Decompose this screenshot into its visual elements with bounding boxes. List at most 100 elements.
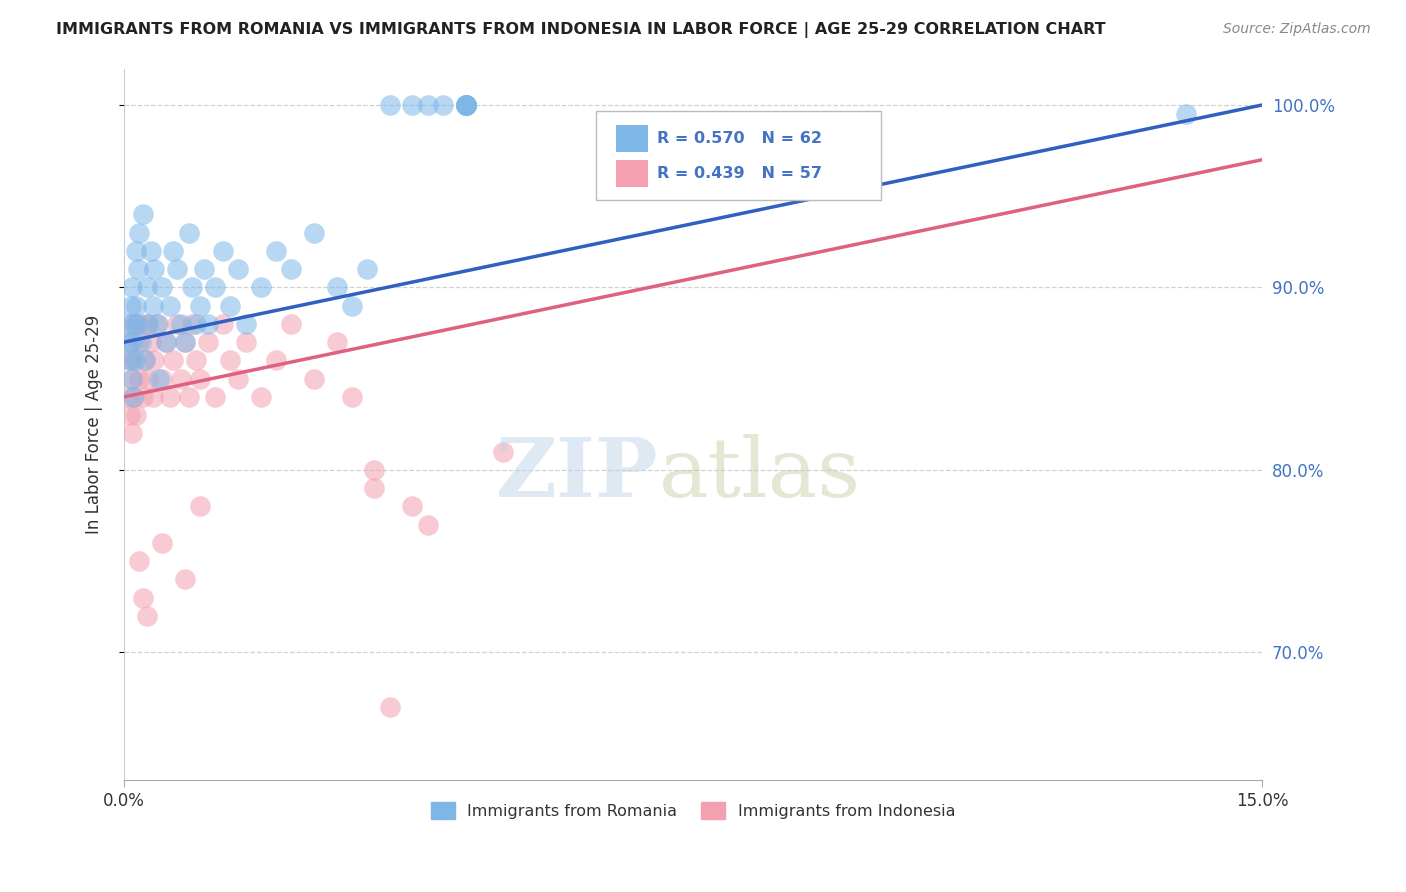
Point <box>121 335 143 350</box>
Point <box>139 335 162 350</box>
Point <box>219 299 242 313</box>
Point <box>173 572 195 586</box>
Point <box>454 98 477 112</box>
Point <box>148 317 170 331</box>
Point <box>143 353 166 368</box>
Point <box>121 426 143 441</box>
Point <box>128 371 150 385</box>
Point <box>188 299 211 313</box>
Point <box>454 98 477 112</box>
FancyBboxPatch shape <box>596 112 880 200</box>
Bar <box>616 160 648 186</box>
Point <box>356 262 378 277</box>
Point <box>127 262 149 277</box>
Point <box>166 262 188 277</box>
Point <box>181 317 204 331</box>
Point <box>134 353 156 368</box>
Point <box>120 299 142 313</box>
Point <box>145 317 167 331</box>
Point <box>226 262 249 277</box>
Point <box>148 371 170 385</box>
Point <box>142 299 165 313</box>
Point <box>122 353 145 368</box>
Point <box>132 591 155 605</box>
Point <box>162 244 184 258</box>
Point <box>249 390 271 404</box>
Point <box>177 390 200 404</box>
Text: R = 0.570   N = 62: R = 0.570 N = 62 <box>657 131 821 146</box>
Point <box>124 317 146 331</box>
Point <box>139 244 162 258</box>
Point <box>134 353 156 368</box>
Point <box>120 353 142 368</box>
Legend: Immigrants from Romania, Immigrants from Indonesia: Immigrants from Romania, Immigrants from… <box>425 796 962 825</box>
Point <box>135 317 157 331</box>
Point <box>122 390 145 404</box>
Point <box>211 317 233 331</box>
Point <box>454 98 477 112</box>
Point <box>118 353 141 368</box>
Point <box>186 317 208 331</box>
Point <box>188 500 211 514</box>
Point <box>264 244 287 258</box>
Point <box>143 262 166 277</box>
Point <box>128 226 150 240</box>
Point <box>249 280 271 294</box>
Point <box>128 554 150 568</box>
Point <box>135 608 157 623</box>
Point <box>1175 107 1198 121</box>
Point <box>235 317 257 331</box>
Point <box>454 98 477 112</box>
Point <box>124 353 146 368</box>
Point <box>117 390 139 404</box>
Point <box>129 317 152 331</box>
Point <box>173 335 195 350</box>
Point <box>186 353 208 368</box>
Point <box>125 244 148 258</box>
Point <box>121 317 143 331</box>
Point <box>121 371 143 385</box>
Point <box>193 262 215 277</box>
Point <box>492 444 515 458</box>
Point <box>132 207 155 221</box>
Point <box>378 98 401 112</box>
Point <box>340 299 363 313</box>
Point <box>416 98 439 112</box>
Point <box>129 335 152 350</box>
Point <box>118 317 141 331</box>
Point <box>132 390 155 404</box>
Point <box>155 335 177 350</box>
Point <box>454 98 477 112</box>
Point <box>363 481 385 495</box>
Point <box>125 408 148 422</box>
Point <box>122 390 145 404</box>
Point <box>117 335 139 350</box>
Point <box>211 244 233 258</box>
Point <box>121 371 143 385</box>
Point <box>401 98 423 112</box>
Point <box>219 353 242 368</box>
Point <box>166 317 188 331</box>
Point <box>325 280 347 294</box>
Point <box>302 371 325 385</box>
Point <box>138 317 160 331</box>
Point <box>302 226 325 240</box>
Point <box>170 371 193 385</box>
Point <box>155 335 177 350</box>
Point <box>120 408 142 422</box>
Point <box>138 371 160 385</box>
Point <box>177 226 200 240</box>
Point <box>280 317 302 331</box>
Point <box>226 371 249 385</box>
Point <box>173 335 195 350</box>
Bar <box>616 126 648 153</box>
Point <box>235 335 257 350</box>
Point <box>170 317 193 331</box>
Point <box>378 700 401 714</box>
Point <box>135 280 157 294</box>
Point <box>121 280 143 294</box>
Point <box>363 463 385 477</box>
Point <box>159 299 181 313</box>
Point <box>280 262 302 277</box>
Point <box>125 317 148 331</box>
